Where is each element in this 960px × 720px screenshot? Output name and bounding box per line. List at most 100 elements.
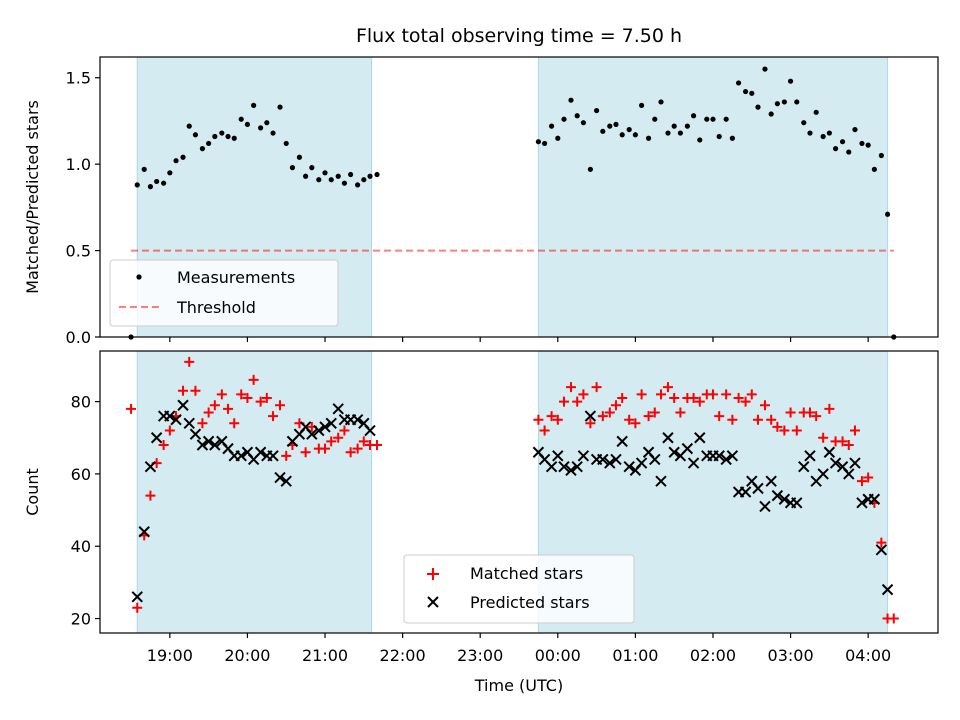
point-1-0-60 <box>669 393 680 403</box>
point-1-1-6 <box>170 413 182 426</box>
point-1-0-83 <box>818 432 829 443</box>
point-1-1-12 <box>209 439 221 451</box>
point-0-0-37 <box>367 173 373 179</box>
point-0-0-33 <box>341 180 348 186</box>
point-1-0-71 <box>740 396 751 407</box>
point-1-0-11 <box>197 418 208 429</box>
point-0-0-91 <box>871 166 877 172</box>
point-1-0-17 <box>236 389 247 400</box>
legend-predicted-label: Predicted stars <box>470 593 590 612</box>
point-0-0-93 <box>884 211 891 217</box>
point-1-0-52 <box>617 393 628 403</box>
point-0-0-59 <box>665 130 671 136</box>
point-0-0-65 <box>704 116 710 122</box>
point-1-0-76 <box>772 421 783 432</box>
point-0-0-52 <box>619 132 625 138</box>
point-0-0-36 <box>361 177 367 183</box>
point-1-0-54 <box>630 418 641 429</box>
point-0-0-21 <box>264 120 270 126</box>
point-0-0-15 <box>225 133 231 140</box>
point-1-0-38 <box>372 440 383 450</box>
point-0-0-9 <box>186 123 192 129</box>
point-0-0-68 <box>723 116 729 122</box>
panel-0-y-tick-label-2: 1.0 <box>66 155 91 174</box>
point-0-0-26 <box>296 154 303 160</box>
point-0-0-86 <box>839 139 846 145</box>
point-1-0-31 <box>326 436 337 447</box>
point-1-0-14 <box>216 389 227 400</box>
point-0-0-51 <box>613 121 619 128</box>
point-1-0-75 <box>766 414 777 425</box>
point-0-0-6 <box>167 170 173 176</box>
point-1-1-10 <box>196 439 209 451</box>
point-0-0-90 <box>865 142 871 148</box>
point-1-0-46 <box>578 389 589 400</box>
point-1-1-82 <box>823 446 836 458</box>
panel-1-y-tick-label-3: 80 <box>71 393 91 412</box>
point-1-1-51 <box>623 460 635 473</box>
point-1-1-27 <box>306 428 318 440</box>
point-1-0-33 <box>339 425 350 436</box>
legend-measurements-label: Measurements <box>177 268 295 287</box>
point-1-0-36 <box>358 436 369 447</box>
point-1-1-21 <box>267 450 279 462</box>
point-0-0-70 <box>735 80 742 86</box>
point-0-0-77 <box>781 99 787 105</box>
point-1-0-35 <box>352 443 363 454</box>
point-0-0-5 <box>161 180 167 186</box>
point-0-0-64 <box>697 137 703 143</box>
point-0-0-69 <box>729 135 735 141</box>
point-1-0-1 <box>132 602 143 613</box>
point-0-0-57 <box>652 116 658 122</box>
point-1-1-22 <box>274 471 286 484</box>
point-1-0-58 <box>655 389 666 400</box>
shaded-interval-1 <box>537 56 889 338</box>
point-0-0-7 <box>173 158 179 164</box>
point-1-0-44 <box>565 382 576 393</box>
point-0-0-16 <box>231 135 237 141</box>
x-tick-label-2: 21:00 <box>302 646 348 665</box>
point-0-0-14 <box>219 130 225 136</box>
point-1-0-30 <box>320 443 331 454</box>
point-1-0-49 <box>597 411 608 422</box>
point-0-0-31 <box>328 177 334 183</box>
point-1-1-66 <box>720 453 732 466</box>
point-0-0-79 <box>794 99 800 105</box>
point-0-0-81 <box>807 130 813 136</box>
point-1-0-61 <box>675 407 686 418</box>
point-1-0-12 <box>203 407 214 418</box>
point-1-0-22 <box>268 411 279 422</box>
point-0-0-39 <box>535 139 541 145</box>
panel-count: 20 40 60 80 Count Matched stars Predicted s… <box>23 350 939 638</box>
point-0-0-82 <box>813 109 819 115</box>
point-1-1-58 <box>668 446 680 458</box>
point-1-1-11 <box>202 435 215 448</box>
point-0-0-62 <box>684 123 690 129</box>
point-0-0-4 <box>154 178 160 185</box>
point-0-0-47 <box>587 166 593 172</box>
point-1-1-81 <box>817 468 829 480</box>
chart-title: Flux total observing time = 7.50 h <box>356 25 682 47</box>
series-matched-stars <box>126 356 899 624</box>
panel-0-y-tick-label-3: 1.5 <box>66 69 91 88</box>
point-1-0-90 <box>863 472 874 483</box>
point-0-0-55 <box>638 102 645 108</box>
point-1-1-41 <box>558 460 570 473</box>
x-tick-label-8: 03:00 <box>768 646 814 665</box>
point-1-1-69 <box>739 486 752 498</box>
point-0-0-22 <box>270 130 276 136</box>
point-1-1-77 <box>791 497 803 509</box>
point-0-0-24 <box>283 140 289 147</box>
point-1-0-57 <box>649 407 660 418</box>
point-1-1-91 <box>881 583 894 596</box>
point-1-0-56 <box>643 411 654 422</box>
point-1-0-27 <box>300 447 311 458</box>
point-0-0-61 <box>677 130 683 136</box>
point-0-0-54 <box>632 132 638 138</box>
point-0-0-58 <box>658 99 664 105</box>
point-0-0-71 <box>742 88 749 95</box>
point-1-0-15 <box>223 403 234 414</box>
point-1-1-43 <box>571 460 583 473</box>
point-1-1-23 <box>280 475 292 487</box>
